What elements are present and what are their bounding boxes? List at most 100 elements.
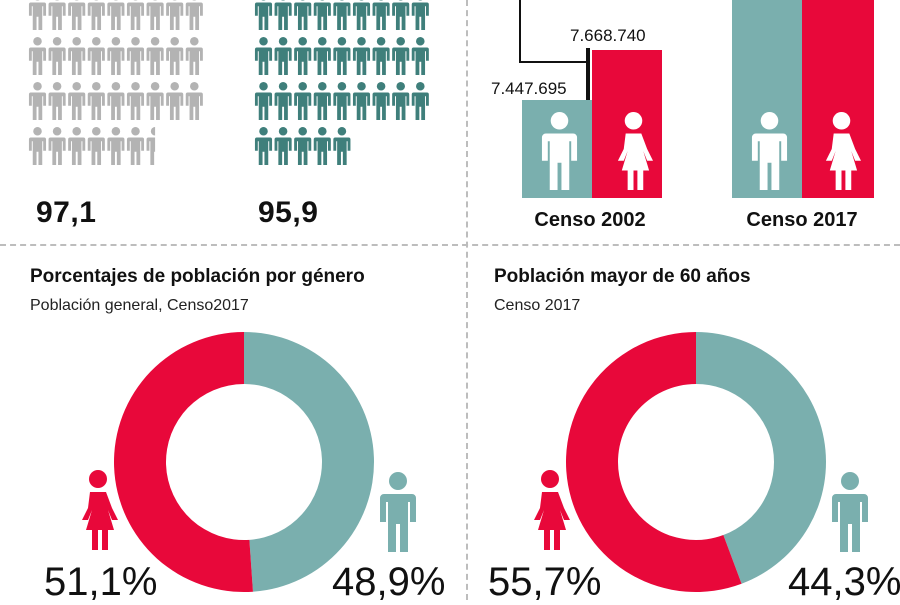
gray-person-icon-3-5 [126,127,145,165]
teal-person-icon-3-3 [313,127,331,165]
elderly-female-icon [534,470,570,550]
gender-female-icon [82,470,118,550]
gray-person-icon-0-6 [146,0,164,31]
teal-person-icon-0-2 [294,0,312,31]
gray-person-icon-3-0 [28,127,47,165]
teal-person-icon-0-1 [274,0,292,31]
bar-label-2002-lower: 7.447.695 [491,79,567,98]
gray-person-icon-0-5 [126,0,145,31]
teal-person-icon-1-1 [274,37,292,75]
teal-person-icon-2-2 [294,82,312,120]
gray-person-icon-2-6 [146,82,164,120]
teal-person-icon-1-0 [254,37,273,75]
gray-person-icon-0-0 [28,0,47,31]
gender-male-percent: 48,9% [332,560,446,604]
gender-donut-slice-female [113,332,253,592]
gender-male-icon [380,472,416,552]
teal-person-icon-2-6 [372,82,390,120]
gray-person-icon-0-3 [87,0,105,31]
gender-donut-title: Porcentajes de población por género [30,266,365,287]
gray-person-icon-3-1 [48,127,66,165]
gray-person-icon-2-1 [48,82,66,120]
vertical-divider [466,0,468,600]
bar-2002-female-icon [617,112,653,190]
gray-person-pictogram [28,0,203,166]
gray-person-icon-1-2 [68,37,86,75]
elderly-male-percent: 44,3% [788,560,900,604]
bar-2002-male-icon [541,112,578,190]
teal-person-icon-0-4 [333,0,351,31]
elderly-donut-slice-male [696,332,826,584]
elderly-donut-subtitle: Censo 2017 [494,297,581,314]
teal-person-icon-0-7 [392,0,410,31]
gray-person-icon-2-5 [126,82,145,120]
gray-person-icon-1-7 [166,37,184,75]
elderly-donut-slice-female [565,332,742,592]
gender-donut-slice-male [244,332,374,592]
teal-person-icon-1-8 [411,37,429,75]
gray-person-icon-1-8 [185,37,203,75]
gray-person-icon-0-2 [68,0,86,31]
gray-person-icon-3-6 [146,127,156,166]
gray-person-icon-1-3 [87,37,105,75]
bar-2017-female-icon [825,112,861,190]
elderly-female-percent: 55,7% [488,560,602,604]
gray-person-icon-1-5 [126,37,145,75]
gray-person-icon-0-1 [48,0,66,31]
teal-person-icon-0-8 [411,0,429,31]
teal-pictogram-value: 95,9 [258,196,319,229]
teal-person-icon-2-3 [313,82,331,120]
gray-person-icon-2-4 [107,82,125,120]
teal-person-icon-3-0 [254,127,273,165]
gray-person-icon-0-7 [166,0,184,31]
gray-person-icon-1-4 [107,37,125,75]
teal-person-icon-2-0 [254,82,273,120]
gender-donut-chart [82,332,416,592]
gray-person-icon-1-6 [146,37,164,75]
census-bar-chart [519,0,874,198]
teal-person-icon-0-0 [254,0,273,31]
bar-2017-male-icon [751,112,788,190]
teal-person-icon-2-4 [333,82,351,120]
elderly-donut-chart [534,332,868,592]
gray-person-icon-2-7 [166,82,184,120]
gray-person-icon-2-2 [68,82,86,120]
difference-bracket [519,0,588,63]
elderly-male-icon [832,472,868,552]
teal-person-icon-3-1 [274,127,292,165]
teal-person-icon-2-5 [352,82,371,120]
gray-person-icon-0-8 [185,0,203,31]
teal-person-icon-0-3 [313,0,331,31]
gray-person-icon-2-3 [87,82,105,120]
teal-person-icon-1-3 [313,37,331,75]
bar-label-2002-upper: 7.668.740 [570,26,646,45]
teal-person-icon-2-8 [411,82,429,120]
gray-person-icon-3-2 [68,127,86,165]
teal-person-icon-0-6 [372,0,390,31]
gray-person-icon-2-0 [28,82,47,120]
gray-person-icon-2-8 [185,82,203,120]
gender-female-percent: 51,1% [44,560,158,604]
teal-person-icon-0-5 [352,0,371,31]
teal-person-icon-2-7 [392,82,410,120]
gender-donut-subtitle: Población general, Censo2017 [30,297,249,314]
teal-person-pictogram [254,0,429,165]
gray-person-icon-1-1 [48,37,66,75]
category-label-2017: Censo 2017 [746,209,858,231]
category-label-2002: Censo 2002 [534,209,646,231]
teal-person-icon-1-6 [372,37,390,75]
gray-pictogram-value: 97,1 [36,196,97,229]
teal-person-icon-1-4 [333,37,351,75]
teal-person-icon-1-2 [294,37,312,75]
gray-person-icon-0-4 [107,0,125,31]
gray-person-icon-1-0 [28,37,47,75]
teal-person-icon-1-7 [392,37,410,75]
elderly-donut-title: Población mayor de 60 años [494,266,751,287]
teal-person-icon-3-2 [294,127,312,165]
teal-person-icon-1-5 [352,37,371,75]
horizontal-divider [0,244,900,246]
gray-person-icon-3-4 [107,127,125,165]
gray-person-icon-3-3 [87,127,105,165]
teal-person-icon-3-4 [333,127,351,165]
teal-person-icon-2-1 [274,82,292,120]
